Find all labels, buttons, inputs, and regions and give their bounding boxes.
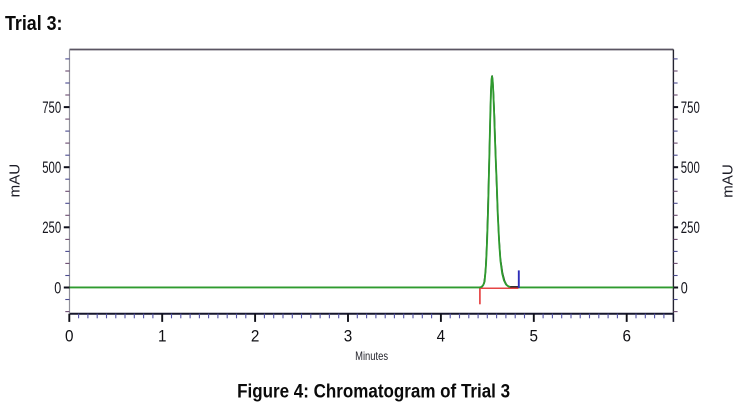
svg-text:3: 3: [344, 327, 353, 346]
svg-text:500: 500: [42, 159, 61, 177]
svg-text:250: 250: [681, 219, 700, 237]
svg-text:6: 6: [622, 327, 631, 346]
svg-text:1: 1: [158, 327, 167, 346]
svg-text:750: 750: [42, 99, 61, 117]
svg-text:0: 0: [681, 279, 688, 297]
svg-text:500: 500: [681, 159, 700, 177]
svg-text:0: 0: [65, 327, 74, 346]
svg-text:mAU: mAU: [721, 164, 737, 198]
svg-text:Figure 4: Chromatogram of Tria: Figure 4: Chromatogram of Trial 3: [237, 381, 510, 403]
svg-text:750: 750: [681, 99, 700, 117]
svg-text:0: 0: [54, 279, 61, 297]
svg-text:Trial 3:: Trial 3:: [5, 12, 63, 35]
svg-text:5: 5: [530, 327, 539, 346]
svg-text:Minutes: Minutes: [355, 349, 388, 363]
svg-text:4: 4: [437, 327, 446, 346]
svg-text:250: 250: [42, 219, 61, 237]
svg-text:mAU: mAU: [7, 164, 23, 198]
svg-text:2: 2: [251, 327, 260, 346]
